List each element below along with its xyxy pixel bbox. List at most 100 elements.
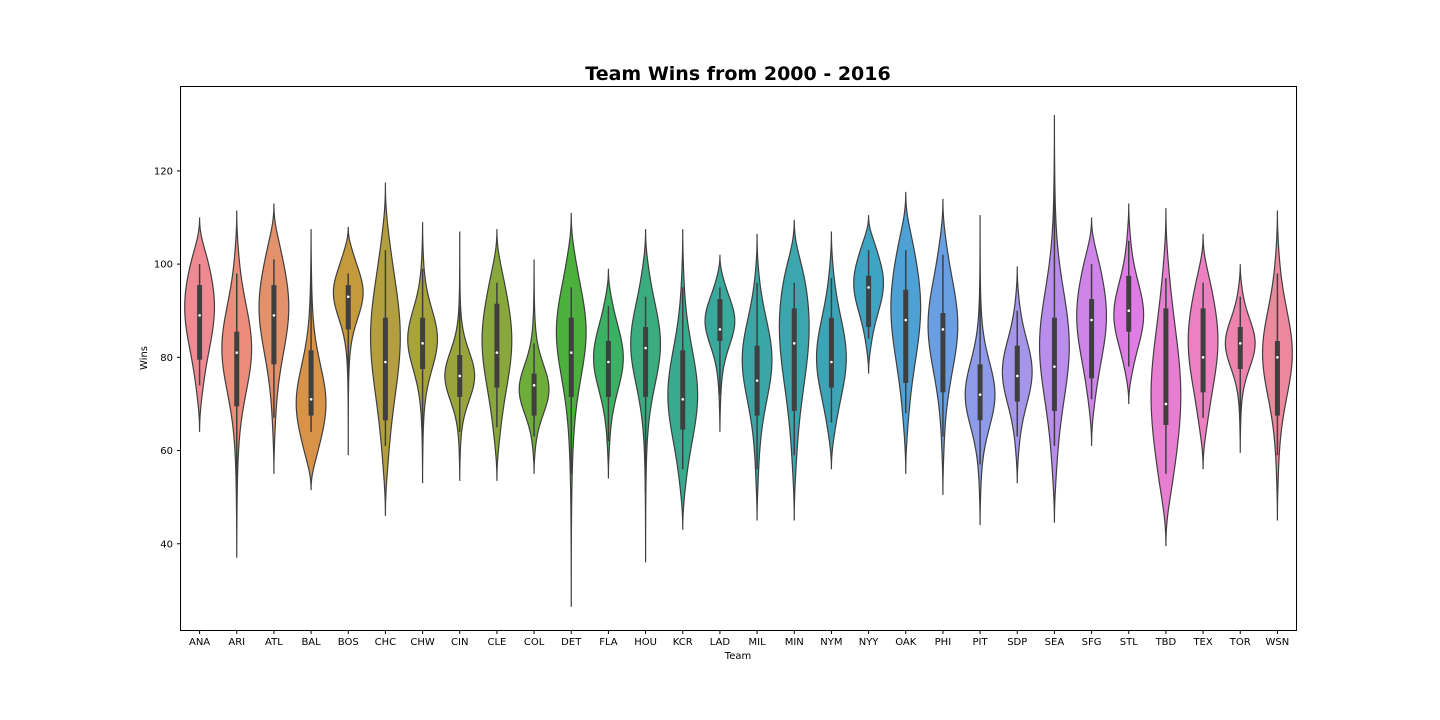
- violin-median-dot-lad: [718, 328, 722, 331]
- violin-median-dot-kcr: [681, 397, 685, 401]
- x-tick-label: FLA: [599, 637, 618, 648]
- violin-median-dot-ana: [198, 314, 201, 317]
- x-tick-label: COL: [524, 637, 545, 648]
- violin-median-dot-chw: [421, 342, 424, 345]
- y-tick-label: 120: [154, 166, 173, 177]
- x-tick-label: ATL: [265, 637, 283, 648]
- violin-iqr-box-stl: [1126, 275, 1132, 332]
- violin-median-dot-nyy: [867, 286, 870, 289]
- violin-iqr-box-hou: [643, 327, 649, 397]
- violin-median-dot-hou: [644, 346, 647, 350]
- violin-iqr-box-wsn: [1274, 341, 1280, 416]
- violin-iqr-box-col: [531, 373, 537, 416]
- violin-median-dot-oak: [904, 318, 908, 322]
- violin-iqr-box-oak: [903, 289, 909, 383]
- x-tick-label: MIL: [749, 637, 767, 648]
- plot-frame: [180, 86, 1297, 631]
- violin-iqr-box-fla: [605, 341, 611, 397]
- violin-median-dot-sea: [1053, 365, 1056, 368]
- violin-median-dot-sfg: [1090, 318, 1093, 322]
- x-axis: ANA ARI ATL BAL BOS CHC CHW CIN CLE COL DET FLA HOU K…: [189, 630, 1289, 648]
- violin-median-dot-stl: [1127, 309, 1131, 313]
- x-tick-label: TOR: [1229, 637, 1251, 648]
- x-tick-label: SDP: [1007, 637, 1027, 648]
- x-tick-label: TEX: [1192, 637, 1212, 648]
- x-tick-label: MIN: [785, 637, 804, 648]
- violin-median-dot-sdp: [1015, 374, 1019, 378]
- x-tick-label: LAD: [710, 637, 731, 648]
- violin-median-dot-bos: [346, 295, 350, 299]
- x-tick-label: PHI: [935, 637, 952, 648]
- violin-iqr-box-tbd: [1163, 308, 1169, 425]
- violin-median-dot-cle: [495, 351, 499, 354]
- violin-median-dot-wsn: [1276, 356, 1279, 359]
- violin-median-dot-det: [569, 351, 573, 354]
- x-tick-label: NYY: [859, 637, 880, 648]
- y-tick-label: 60: [160, 446, 173, 457]
- x-tick-label: OAK: [895, 637, 917, 648]
- violin-iqr-box-bos: [345, 285, 351, 330]
- x-tick-label: BOS: [338, 637, 359, 648]
- x-tick-label: STL: [1120, 637, 1138, 648]
- x-tick-label: TBD: [1155, 637, 1177, 648]
- violin-median-dot-col: [532, 384, 536, 387]
- x-tick-label: WSN: [1266, 637, 1290, 648]
- violin-iqr-box-lad: [717, 299, 723, 342]
- x-tick-label: DET: [561, 637, 582, 648]
- violin-iqr-box-bal: [308, 350, 314, 416]
- x-tick-label: CHC: [375, 637, 397, 648]
- x-tick-label: KCR: [673, 637, 693, 648]
- x-tick-label: ANA: [189, 637, 210, 648]
- violin-median-dot-nym: [830, 360, 833, 364]
- chart-title: Team Wins from 2000 - 2016: [585, 63, 890, 85]
- violin-median-dot-fla: [607, 360, 610, 364]
- x-tick-label: CLE: [487, 637, 506, 648]
- violin-iqr-box-nyy: [866, 275, 872, 328]
- violin-median-dot-pit: [978, 393, 982, 396]
- violin-iqr-box-sdp: [1014, 345, 1020, 402]
- violin-iqr-box-nym: [828, 317, 834, 388]
- violin-iqr-box-ana: [197, 285, 203, 360]
- violin-median-dot-atl: [272, 314, 276, 317]
- violin-iqr-box-tex: [1200, 308, 1206, 393]
- violin-median-dot-bal: [309, 397, 313, 401]
- y-axis: 40 60 80 100 120: [154, 166, 181, 550]
- violin-iqr-box-cle: [494, 303, 500, 388]
- violin-median-dot-cin: [458, 374, 462, 378]
- violin-iqr-box-sfg: [1089, 299, 1095, 379]
- violin-median-dot-mil: [755, 379, 759, 382]
- y-tick-label: 100: [154, 260, 173, 271]
- x-tick-label: NYM: [820, 637, 842, 648]
- violin-iqr-box-kcr: [680, 350, 686, 430]
- violin-iqr-box-sea: [1051, 317, 1057, 411]
- y-tick-label: 80: [160, 353, 173, 364]
- violin-iqr-box-pit: [977, 364, 983, 421]
- violin-median-dot-tor: [1238, 342, 1242, 345]
- x-tick-label: CIN: [451, 637, 468, 648]
- x-tick-label: SEA: [1045, 637, 1065, 648]
- violin-iqr-box-phi: [940, 313, 946, 393]
- y-axis-label: Wins: [139, 346, 150, 370]
- violin-iqr-box-ari: [234, 331, 240, 407]
- violin-iqr-box-tor: [1237, 327, 1243, 369]
- x-tick-label: PIT: [973, 637, 989, 648]
- violin-median-dot-ari: [235, 351, 239, 354]
- y-tick-label: 40: [160, 539, 173, 550]
- violin-median-dot-tbd: [1164, 402, 1168, 406]
- x-tick-label: ARI: [228, 637, 245, 648]
- x-tick-label: HOU: [634, 637, 657, 648]
- violin-iqr-box-chc: [382, 317, 388, 421]
- violin-median-dot-tex: [1201, 356, 1205, 359]
- violin-iqr-box-min: [791, 308, 797, 411]
- violin-series-group: [184, 114, 1293, 607]
- violin-median-dot-chc: [384, 360, 387, 364]
- violin-iqr-box-atl: [271, 285, 277, 365]
- violin-median-dot-phi: [941, 328, 945, 331]
- x-tick-label: CHW: [410, 637, 435, 648]
- violin-iqr-box-det: [568, 317, 574, 397]
- x-tick-label: SFG: [1082, 637, 1102, 648]
- x-axis-label: Team: [724, 651, 751, 662]
- x-tick-label: BAL: [301, 637, 321, 648]
- violin-median-dot-min: [792, 342, 796, 345]
